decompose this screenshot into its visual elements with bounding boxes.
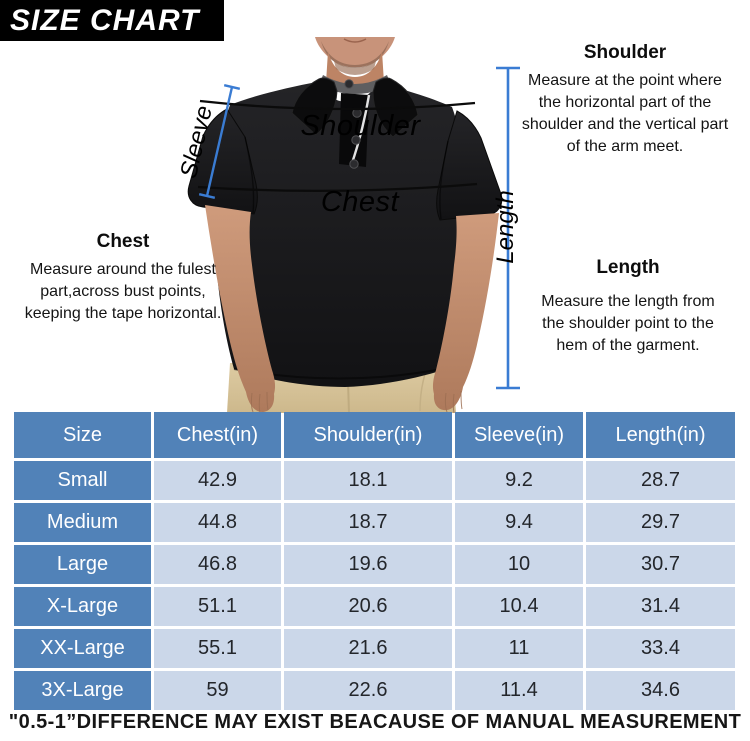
table-header-chest: Chest(in)	[154, 412, 281, 458]
length-note-line: Measure the length from	[541, 293, 715, 310]
shoulder-note-line: Measure at the point where	[528, 72, 722, 89]
shoulder-note-line: the horizontal part of the	[538, 94, 712, 111]
value-cell: 11	[455, 629, 583, 668]
value-cell: 31.4	[586, 587, 735, 626]
chest-measure-line	[197, 182, 478, 193]
value-cell: 44.8	[154, 503, 281, 542]
value-cell: 9.4	[455, 503, 583, 542]
size-cell: Medium	[14, 503, 151, 542]
table-header-size: Size	[14, 412, 151, 458]
value-cell: 29.7	[586, 503, 735, 542]
shoulder-note-line: shoulder and the vertical part	[521, 116, 729, 133]
model-neck-face	[315, 37, 395, 91]
value-cell: 19.6	[284, 545, 452, 584]
shirt-buttons	[344, 79, 362, 169]
length-note-line: the shoulder point to the	[542, 315, 714, 332]
value-cell: 18.1	[284, 461, 452, 500]
table-header-shoulder: Shoulder(in)	[284, 412, 452, 458]
value-cell: 10.4	[455, 587, 583, 626]
size-cell: 3X-Large	[14, 671, 151, 710]
size-cell: XX-Large	[14, 629, 151, 668]
value-cell: 42.9	[154, 461, 281, 500]
chest-diagram-label: Chest	[320, 186, 400, 218]
size-table: Size Chest(in) Shoulder(in) Sleeve(in) L…	[14, 412, 735, 710]
chest-note: Chest Measure around the fulest part,acr…	[2, 231, 244, 325]
value-cell: 10	[455, 545, 583, 584]
value-cell: 20.6	[284, 587, 452, 626]
chest-note-line: keeping the tape horizontal.	[24, 305, 222, 322]
shoulder-note-heading: Shoulder	[583, 42, 667, 63]
value-cell: 22.6	[284, 671, 452, 710]
value-cell: 33.4	[586, 629, 735, 668]
measurement-disclaimer: "0.5-1”DIFFERENCE MAY EXIST BEACAUSE OF …	[8, 711, 742, 733]
value-cell: 28.7	[586, 461, 735, 500]
value-cell: 34.6	[586, 671, 735, 710]
chest-note-heading: Chest	[96, 231, 150, 252]
table-header-length: Length(in)	[586, 412, 735, 458]
value-cell: 51.1	[154, 587, 281, 626]
value-cell: 46.8	[154, 545, 281, 584]
value-cell: 21.6	[284, 629, 452, 668]
length-note-line: hem of the garment.	[556, 337, 700, 354]
value-cell: 9.2	[455, 461, 583, 500]
size-cell: Large	[14, 545, 151, 584]
shoulder-measure-line	[199, 99, 476, 111]
table-header-sleeve: Sleeve(in)	[455, 412, 583, 458]
model-arms	[205, 205, 499, 413]
value-cell: 30.7	[586, 545, 735, 584]
size-cell: X-Large	[14, 587, 151, 626]
chest-note-line: part,across bust points,	[40, 283, 206, 300]
shoulder-diagram-label: Shoulder	[300, 110, 421, 142]
value-cell: 59	[154, 671, 281, 710]
length-note-heading: Length	[596, 257, 660, 278]
sleeve-measure-line	[198, 84, 241, 199]
product-photo-polo-shirt	[187, 37, 520, 413]
value-cell: 11.4	[455, 671, 583, 710]
length-note: Length Measure the length from the shoul…	[506, 257, 750, 357]
size-cell: Small	[14, 461, 151, 500]
value-cell: 55.1	[154, 629, 281, 668]
length-measure-line	[496, 66, 520, 390]
page-title: SIZE CHART	[0, 0, 224, 41]
shoulder-note: Shoulder Measure at the point where the …	[500, 42, 750, 158]
value-cell: 18.7	[284, 503, 452, 542]
chest-note-line: Measure around the fulest	[30, 261, 216, 278]
shoulder-note-line: of the arm meet.	[566, 138, 684, 155]
